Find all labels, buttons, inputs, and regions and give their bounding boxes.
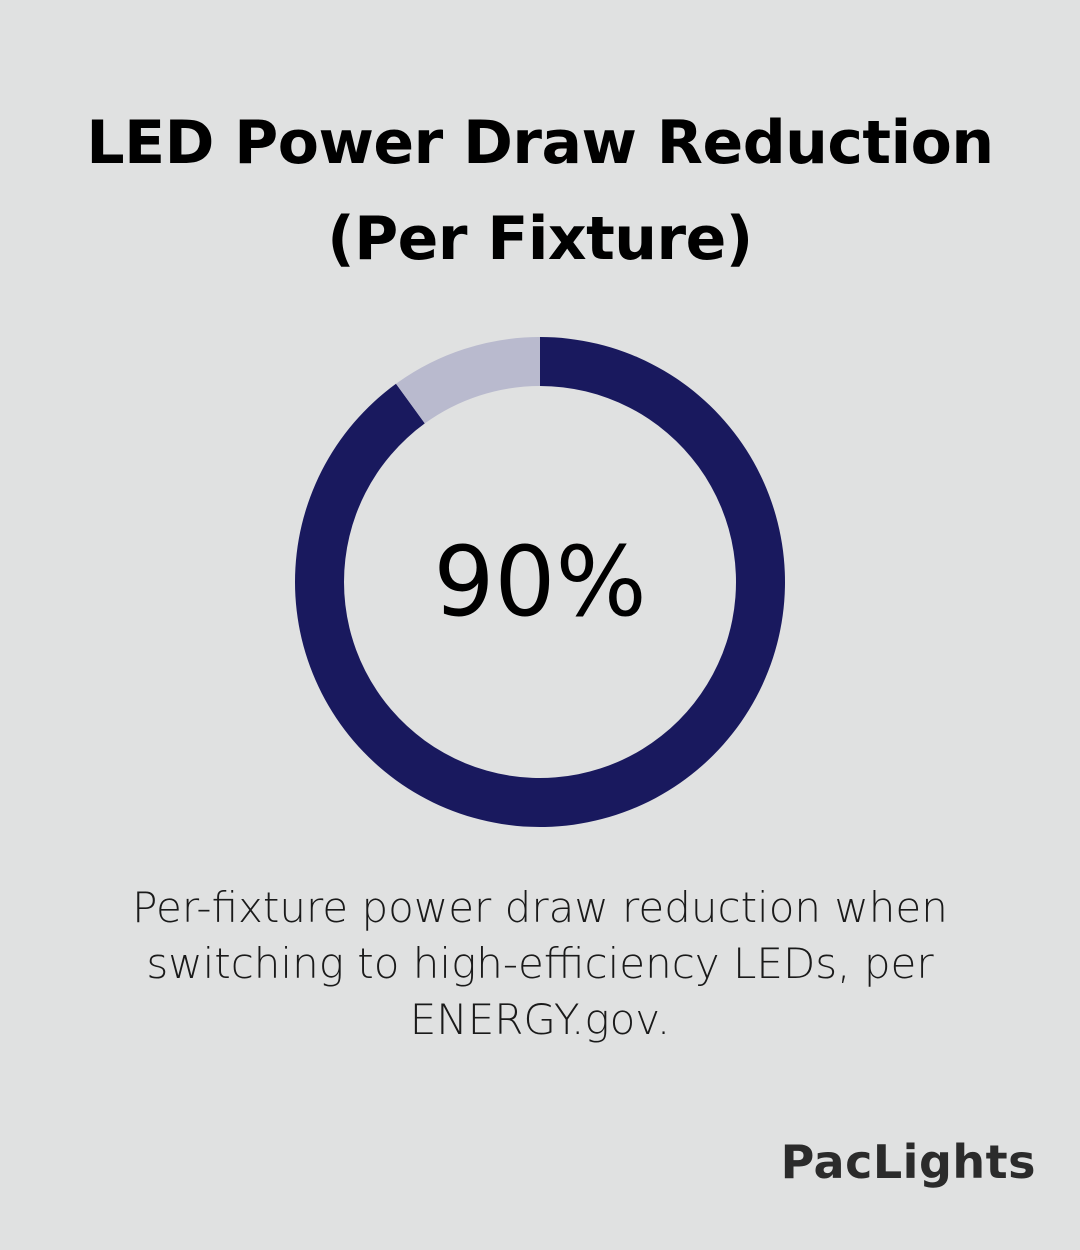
chart-title-line-1: LED Power Draw Reduction bbox=[86, 108, 994, 178]
donut-chart: 90% bbox=[290, 332, 790, 832]
paclights-logo: PacLights bbox=[780, 1135, 1036, 1189]
chart-title-line-2: (Per Fixture) bbox=[327, 204, 753, 274]
chart-caption: Per-fixture power draw reduction when sw… bbox=[132, 883, 948, 1044]
donut-slice-remainder bbox=[395, 337, 540, 424]
donut-svg bbox=[294, 337, 785, 827]
donut-center-value: 90% bbox=[433, 526, 647, 638]
chart-title: LED Power Draw Reduction (Per Fixture) bbox=[0, 95, 1080, 287]
